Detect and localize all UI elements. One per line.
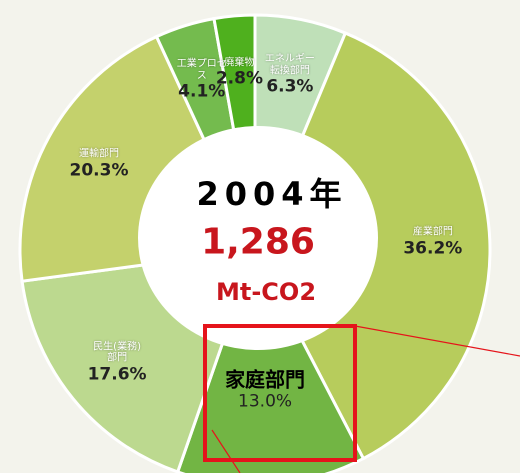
- center-hole: [138, 126, 378, 350]
- value-label: 20.3%: [69, 159, 129, 180]
- value-label: 4.1%: [178, 81, 226, 102]
- center-unit: Mt-CO2: [215, 278, 317, 306]
- segment-label: 家庭部門 13.0%: [225, 367, 306, 412]
- segment-label: 民生(業務)部門 17.6%: [88, 341, 147, 384]
- value-label: 2.8%: [215, 68, 263, 89]
- segment-label: 運輸部門 20.3%: [70, 148, 129, 180]
- category-name: 工業プロセス: [176, 58, 227, 82]
- category-name: 産業部門: [412, 226, 453, 238]
- segment-label: 産業部門 36.2%: [403, 227, 462, 259]
- highlight-box: [203, 324, 357, 462]
- segment-label: エネルギー転換部門 6.3%: [264, 54, 316, 97]
- value-label: 13.0%: [238, 391, 293, 412]
- category-name: 廃棄物: [224, 56, 255, 68]
- category-name: 運輸部門: [79, 148, 120, 160]
- category-name: エネルギー転換部門: [264, 53, 315, 77]
- category-name: 家庭部門: [225, 367, 306, 392]
- segment-label: 工業プロセス 4.1%: [176, 59, 228, 102]
- center-year: 2004年: [196, 175, 348, 213]
- value-label: 17.6%: [87, 364, 147, 385]
- value-label: 6.3%: [266, 76, 314, 97]
- segment-label: 廃棄物 2.8%: [213, 57, 265, 89]
- center-total: 1,286: [201, 221, 315, 263]
- category-name: 民生(業務)部門: [93, 341, 141, 364]
- donut-segment: [175, 246, 366, 473]
- callout-line: [354, 325, 520, 357]
- value-label: 36.2%: [403, 238, 463, 259]
- callout-line: [211, 429, 241, 473]
